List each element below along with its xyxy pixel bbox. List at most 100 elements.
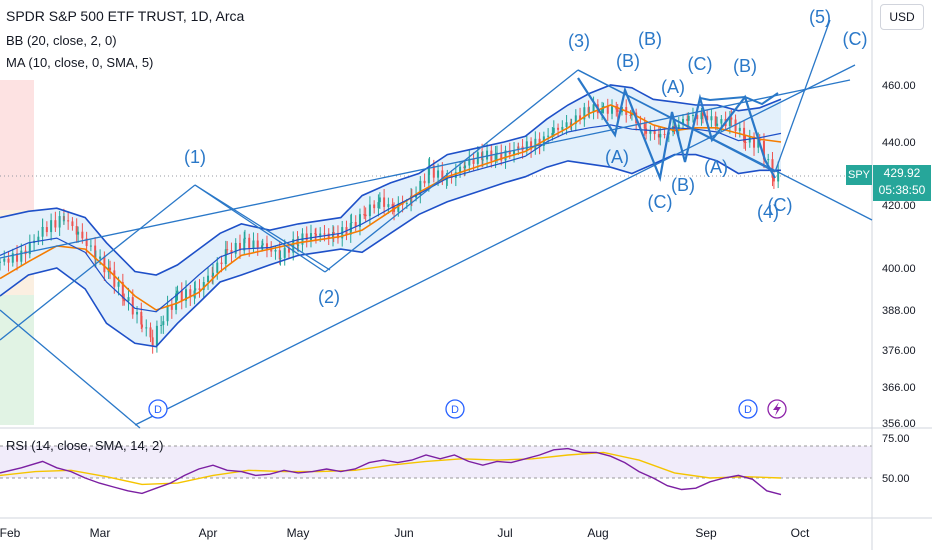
candle <box>552 127 555 133</box>
candle <box>645 128 648 134</box>
candle <box>454 172 457 178</box>
candle <box>494 154 497 161</box>
candle <box>377 202 380 209</box>
candle <box>252 240 255 249</box>
candle <box>319 233 322 236</box>
wave-label: (C) <box>648 192 673 212</box>
candle <box>579 115 582 120</box>
bb-legend[interactable]: BB (20, close, 2, 0) <box>6 33 117 48</box>
dividend-marker-label: D <box>154 404 162 416</box>
candle <box>611 106 614 114</box>
candle <box>657 134 660 138</box>
candle <box>327 233 330 239</box>
ma-legend[interactable]: MA (10, close, 0, SMA, 5) <box>6 55 154 70</box>
wave-label: (C) <box>768 195 793 215</box>
candle <box>583 107 586 120</box>
candle <box>37 236 40 241</box>
candle <box>274 249 277 252</box>
candle <box>701 112 704 116</box>
currency-label[interactable]: USD <box>873 0 931 34</box>
candle <box>423 180 426 184</box>
candle <box>243 237 246 239</box>
candle <box>99 256 102 259</box>
candle <box>202 282 205 290</box>
price-tick-label: 420.00 <box>882 200 916 212</box>
candle <box>710 116 713 121</box>
candle <box>283 247 286 258</box>
candle <box>314 233 317 236</box>
candle <box>176 290 179 294</box>
candle <box>762 140 765 160</box>
candle <box>50 220 53 233</box>
wave-line <box>774 19 831 173</box>
candle <box>504 150 507 161</box>
candle <box>323 233 326 235</box>
rsi-legend[interactable]: RSI (14, close, SMA, 14, 2) <box>6 438 164 453</box>
candle <box>212 272 214 276</box>
candle <box>305 233 308 241</box>
candle <box>109 267 112 271</box>
candle <box>149 327 152 338</box>
candle <box>772 177 775 182</box>
candle <box>672 126 675 133</box>
candle <box>714 116 717 126</box>
month-label: May <box>287 526 310 540</box>
candle <box>517 146 520 148</box>
candle <box>243 238 246 251</box>
candle <box>364 214 367 217</box>
candle <box>260 245 263 248</box>
candle <box>472 158 475 164</box>
candle <box>226 249 229 251</box>
candle <box>481 159 484 161</box>
month-label: Aug <box>587 526 608 540</box>
candle <box>354 222 357 227</box>
wave-label: (3) <box>568 31 590 51</box>
channel-line <box>134 64 856 426</box>
candle <box>653 130 656 135</box>
wave-label: (C) <box>688 54 713 74</box>
candle <box>565 122 568 127</box>
candle <box>256 240 259 248</box>
dividend-marker[interactable] <box>148 399 168 419</box>
candle <box>757 140 760 148</box>
dividend-marker[interactable] <box>738 399 758 419</box>
candle <box>261 243 264 246</box>
candle <box>574 115 577 124</box>
bb-upper-line <box>0 84 782 276</box>
price-tick-label: 400.00 <box>882 263 916 275</box>
wave-label: (B) <box>733 56 757 76</box>
candle <box>415 194 418 198</box>
candle <box>720 118 723 124</box>
candle <box>58 216 61 228</box>
candle <box>127 297 130 302</box>
candle <box>383 197 386 207</box>
candle <box>410 195 413 203</box>
candle <box>486 150 489 160</box>
candle <box>278 249 281 260</box>
candle <box>706 115 709 121</box>
candle <box>387 204 390 207</box>
candle <box>530 141 533 150</box>
candle <box>211 275 214 277</box>
wave-label: (A) <box>661 77 685 97</box>
candle <box>643 123 646 129</box>
candle <box>677 124 680 130</box>
candle <box>185 289 188 301</box>
wave-label: (A) <box>605 147 629 167</box>
candle <box>336 233 339 239</box>
candle <box>145 327 148 329</box>
wave-label: (B) <box>616 51 640 71</box>
dividend-marker[interactable] <box>445 399 465 419</box>
candle <box>314 233 317 235</box>
month-label: Sep <box>695 526 717 540</box>
price-tag: 429.92 05:38:50 <box>873 165 931 201</box>
candle <box>363 214 366 216</box>
candle <box>557 127 560 130</box>
correction-zigzag <box>577 77 776 182</box>
candle <box>659 133 662 138</box>
wave-label: (2) <box>318 287 340 307</box>
candle <box>77 231 80 235</box>
candle <box>332 232 335 234</box>
dividend-marker-label: D <box>451 404 459 416</box>
